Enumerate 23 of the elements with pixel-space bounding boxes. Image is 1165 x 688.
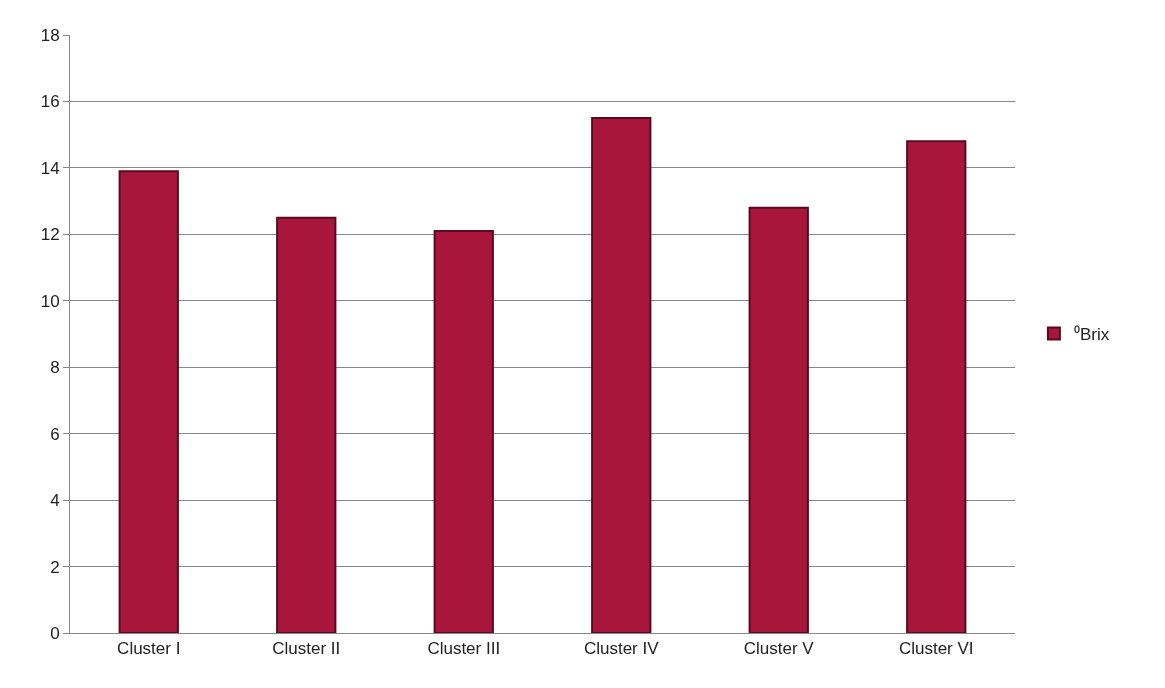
x-tick-label: Cluster V (743, 639, 815, 659)
y-tick-label: 0 (50, 623, 60, 643)
y-tick-label: 8 (50, 358, 60, 378)
legend-label: ⁰Brix (1073, 325, 1110, 345)
y-tick-label: 12 (40, 225, 60, 245)
y-tick-label: 6 (50, 424, 60, 444)
y-tick-label: 2 (50, 557, 60, 577)
x-tick-label: Cluster II (272, 639, 341, 659)
bar (748, 206, 809, 633)
y-tick-label: 4 (50, 491, 60, 511)
bar (118, 170, 179, 633)
y-tick-label: 16 (40, 92, 60, 112)
x-tick-label: Cluster I (117, 639, 181, 659)
x-tick-label: Cluster III (427, 639, 501, 659)
bar (433, 230, 494, 633)
bar (591, 117, 652, 633)
bar (906, 140, 967, 633)
x-tick-label: Cluster IV (583, 639, 660, 659)
bar (276, 216, 337, 633)
y-tick-label: 14 (40, 158, 60, 178)
y-tick-label: 10 (40, 291, 60, 311)
y-tick-label: 18 (40, 25, 60, 45)
x-tick-label: Cluster VI (898, 639, 974, 659)
